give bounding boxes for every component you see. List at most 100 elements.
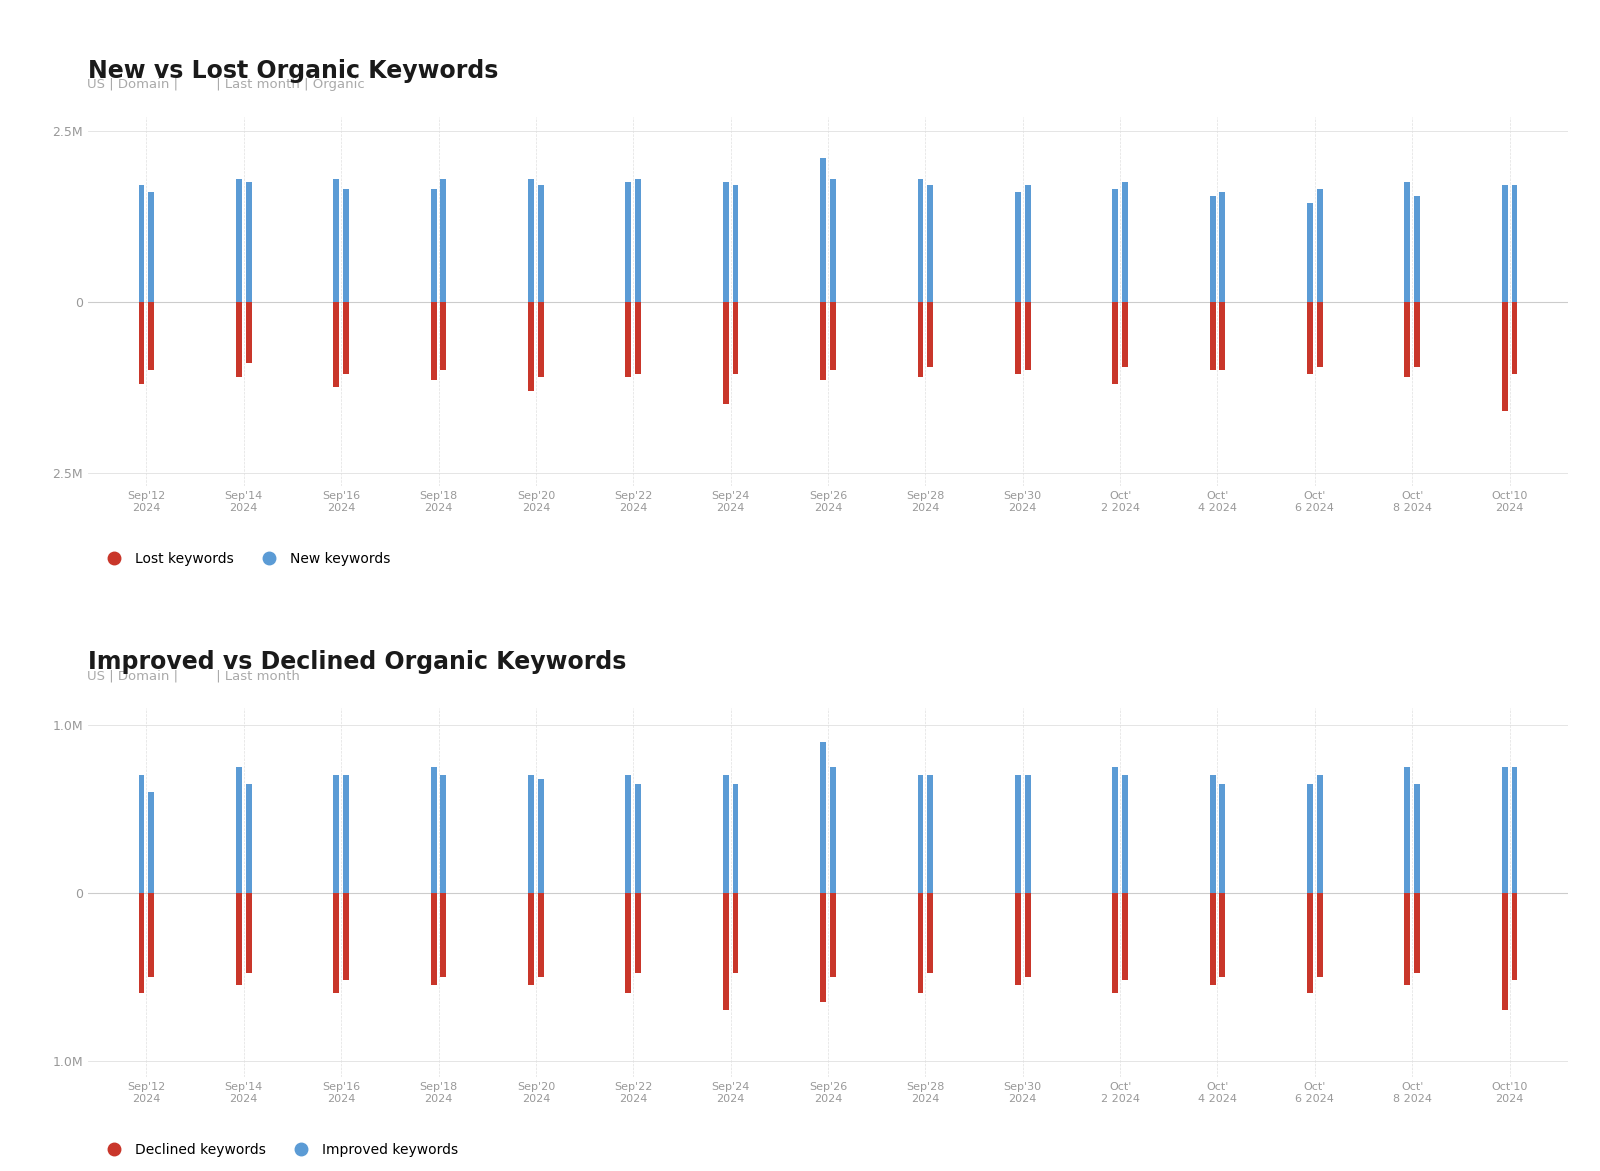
Bar [149, 892, 154, 977]
Bar [538, 185, 544, 302]
Bar [1210, 775, 1216, 892]
Legend: Declined keywords, Improved keywords: Declined keywords, Improved keywords [94, 1137, 464, 1163]
Bar [1122, 892, 1128, 980]
Bar [1210, 196, 1216, 302]
Bar [430, 189, 437, 302]
Bar [1405, 892, 1410, 985]
Bar [1219, 302, 1226, 370]
Bar [528, 302, 534, 391]
Bar [333, 179, 339, 302]
Bar [342, 302, 349, 374]
Bar [237, 767, 242, 892]
Bar [1405, 182, 1410, 302]
Bar [1122, 302, 1128, 367]
Bar [1122, 182, 1128, 302]
Bar [1024, 892, 1030, 977]
Bar [733, 185, 739, 302]
Text: Improved vs Declined Organic Keywords: Improved vs Declined Organic Keywords [88, 650, 626, 674]
Bar [430, 302, 437, 381]
Bar [1512, 892, 1517, 980]
Bar [928, 775, 933, 892]
Bar [1219, 783, 1226, 892]
Bar [342, 775, 349, 892]
Bar [1210, 892, 1216, 985]
Bar [1307, 783, 1314, 892]
Bar [928, 302, 933, 367]
Bar [538, 779, 544, 892]
Bar [1024, 185, 1030, 302]
Bar [917, 775, 923, 892]
Bar [246, 302, 251, 363]
Bar [1512, 185, 1517, 302]
Bar [246, 182, 251, 302]
Bar [430, 892, 437, 985]
Bar [917, 892, 923, 993]
Bar [928, 185, 933, 302]
Bar [1014, 302, 1021, 374]
Bar [733, 302, 739, 374]
Bar [1219, 892, 1226, 977]
Bar [1317, 892, 1323, 977]
Bar [635, 302, 642, 374]
Bar [830, 892, 835, 977]
Bar [139, 892, 144, 993]
Bar [1317, 189, 1323, 302]
Bar [139, 302, 144, 384]
Bar [1317, 775, 1323, 892]
Bar [1112, 892, 1118, 993]
Bar [723, 302, 728, 404]
Bar [1502, 892, 1507, 1011]
Bar [635, 892, 642, 973]
Bar [1014, 892, 1021, 985]
Bar [333, 775, 339, 892]
Bar [1405, 767, 1410, 892]
Bar [430, 767, 437, 892]
Bar [1112, 767, 1118, 892]
Bar [830, 179, 835, 302]
Bar [246, 892, 251, 973]
Bar [821, 158, 826, 302]
Bar [1405, 302, 1410, 377]
Bar [928, 892, 933, 973]
Bar [1112, 189, 1118, 302]
Bar [237, 179, 242, 302]
Bar [830, 767, 835, 892]
Bar [149, 302, 154, 370]
Bar [733, 892, 739, 973]
Text: US | Domain |         | Last month: US | Domain | | Last month [86, 669, 299, 683]
Bar [1414, 783, 1421, 892]
Bar [733, 783, 739, 892]
Bar [1512, 302, 1517, 374]
Bar [1307, 302, 1314, 374]
Bar [1414, 196, 1421, 302]
Text: New vs Lost Organic Keywords: New vs Lost Organic Keywords [88, 60, 498, 83]
Bar [1024, 775, 1030, 892]
Bar [246, 783, 251, 892]
Bar [1014, 192, 1021, 302]
Bar [440, 892, 446, 977]
Bar [139, 775, 144, 892]
Bar [1112, 302, 1118, 384]
Bar [1210, 302, 1216, 370]
Bar [538, 892, 544, 977]
Bar [1502, 302, 1507, 411]
Legend: Lost keywords, New keywords: Lost keywords, New keywords [94, 547, 395, 571]
Bar [626, 182, 632, 302]
Bar [440, 179, 446, 302]
Text: US | Domain |         | Last month | Organic: US | Domain | | Last month | Organic [86, 78, 365, 91]
Bar [528, 775, 534, 892]
Bar [1024, 302, 1030, 370]
Bar [821, 302, 826, 381]
Bar [139, 185, 144, 302]
Bar [333, 302, 339, 388]
Bar [333, 892, 339, 993]
Bar [917, 179, 923, 302]
Bar [626, 775, 632, 892]
Bar [626, 892, 632, 993]
Bar [723, 892, 728, 1011]
Bar [821, 892, 826, 1001]
Bar [1307, 203, 1314, 302]
Bar [237, 302, 242, 377]
Bar [1014, 775, 1021, 892]
Bar [723, 182, 728, 302]
